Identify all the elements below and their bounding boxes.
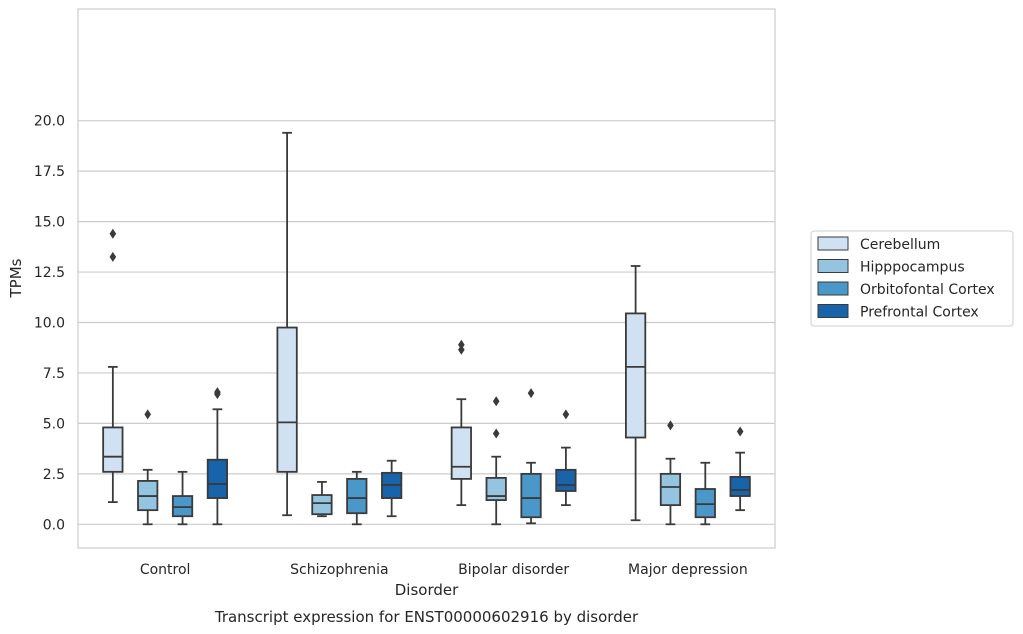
box-hipppocampus (137, 409, 159, 526)
box (555, 468, 577, 492)
x-axis-title: Disorder (395, 581, 459, 599)
x-tick-labels: Control Schizophrenia Bipolar disorder Majo… (140, 562, 748, 578)
box (625, 312, 647, 439)
box-prefrontal-cortex (206, 387, 228, 526)
box-cerebellum (276, 131, 298, 517)
y-tick-label: 0.0 (43, 517, 65, 533)
outlier-point (736, 426, 744, 437)
legend-label: Hipppocampus (860, 260, 965, 276)
x-tick-label: Bipolar disorder (458, 562, 569, 578)
box (346, 477, 368, 515)
box-prefrontal-cortex (381, 459, 403, 518)
box (520, 472, 542, 519)
box-hipppocampus (659, 420, 682, 526)
box (450, 426, 472, 480)
y-tick-label: 2.5 (43, 467, 65, 483)
box (659, 472, 682, 507)
x-tick-label: Schizophrenia (290, 562, 388, 578)
outlier-point (458, 344, 465, 355)
box-prefrontal-cortex (555, 409, 577, 507)
y-tick-label: 15.0 (34, 215, 65, 231)
outlier-point (109, 228, 117, 239)
y-tick-label: 20.0 (34, 114, 65, 130)
legend-swatch (817, 281, 849, 296)
box-hipppocampus (311, 481, 333, 518)
outlier-point (109, 251, 117, 262)
outlier-point (144, 409, 151, 420)
box-orbitofontal-cortex (694, 461, 716, 526)
gridlines (78, 120, 775, 525)
box-cerebellum (450, 339, 472, 507)
y-tick-label: 10.0 (34, 316, 65, 332)
chart-caption: Transcript expression for ENST0000060291… (214, 608, 639, 626)
box (311, 494, 333, 516)
box-orbitofontal-cortex (346, 470, 368, 526)
outlier-point (667, 420, 674, 431)
legend-frame (810, 230, 1014, 327)
y-axis-title: TPMs (7, 258, 25, 298)
box (171, 495, 194, 518)
box (206, 458, 228, 499)
outlier-point (527, 388, 535, 399)
legend-label: Cerebellum (860, 237, 940, 253)
box (485, 476, 507, 501)
box-cerebellum (625, 265, 647, 522)
y-tick-label: 12.5 (34, 265, 65, 281)
box-series-group (102, 131, 751, 526)
box (729, 475, 751, 497)
plot-frame (77, 8, 776, 549)
outlier-point (458, 339, 465, 350)
plot-background (78, 9, 775, 548)
box (276, 326, 298, 473)
x-tick-label: Control (140, 562, 191, 578)
legend-swatch (817, 236, 849, 251)
box (694, 488, 716, 519)
y-tick-label: 7.5 (43, 366, 65, 382)
outlier-point (562, 409, 570, 420)
y-tick-labels: 0.0 2.5 5.0 7.5 10.0 12.5 15.0 17.5 20.0 (34, 114, 65, 534)
box-hipppocampus (485, 396, 507, 526)
legend-label: Prefrontal Cortex (860, 305, 979, 321)
legend: Cerebellum Hipppocampus Orbitofontal Corte… (810, 230, 1014, 327)
y-tick-label: 5.0 (43, 416, 65, 432)
box-prefrontal-cortex (729, 426, 751, 512)
legend-label: Orbitofontal Cortex (860, 282, 995, 298)
box-orbitofontal-cortex (171, 470, 194, 526)
y-tick-label: 17.5 (34, 164, 65, 180)
legend-swatch (817, 304, 849, 318)
box-orbitofontal-cortex (520, 388, 542, 525)
legend-swatch (817, 259, 849, 273)
outlier-point (492, 396, 500, 407)
outlier-point (214, 387, 221, 398)
x-tick-label: Major depression (628, 562, 748, 578)
outlier-point (492, 428, 500, 439)
box (102, 426, 124, 473)
box-cerebellum (102, 228, 124, 504)
